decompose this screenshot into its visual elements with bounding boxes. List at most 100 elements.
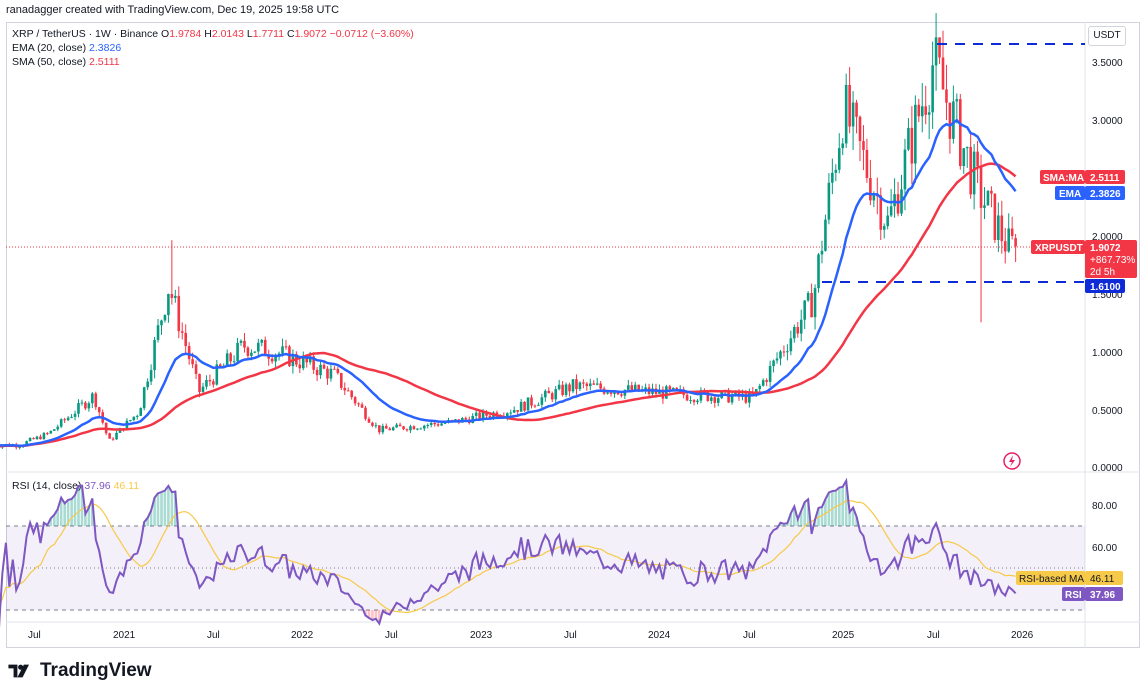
candle-body [765,380,768,382]
candle-body [353,397,357,404]
price-axis[interactable]: 3.5000 3.0000 2.0000 1.5000 1.0000 0.500… [1092,58,1123,474]
level-tag[interactable]: 1.6100 [1085,279,1125,293]
rsi-tag[interactable]: RSI 37.96 [1062,587,1123,601]
candle-body [537,404,540,406]
sma-legend-line[interactable]: SMA (50, close) 2.5111 [12,55,414,69]
candle-body [979,166,983,208]
symbol-line: XRP / TetherUS · 1W · Binance O1.9784 H2… [12,27,414,41]
candle-body [561,384,564,395]
symbol-name[interactable]: XRP / TetherUS · 1W · Binance [12,28,159,40]
candle-body [436,424,440,426]
candle-body [208,379,212,382]
candle-body [941,57,945,90]
candle-body [346,390,350,392]
candle-body [42,433,46,440]
candle-body [699,390,703,401]
candle-body [184,332,187,347]
candle-body [225,353,229,366]
time-label: Jul [927,630,940,641]
open-label: O [161,28,170,40]
price-tick: 2.0000 [1092,232,1123,243]
close-label: C [286,28,295,40]
candle-body [675,387,679,390]
sma-value: 2.5111 [89,56,120,68]
candle-body [986,190,990,206]
candle-body [841,143,845,149]
candle-body [955,99,959,102]
price-tag[interactable]: XRPUSDT 1.9072 +867.73% 2d 5h [1031,240,1137,278]
candle-body [84,402,87,409]
candle-body [402,426,405,430]
sma-line[interactable] [0,162,1017,448]
candle-body [129,420,132,422]
time-label: Jul [564,630,577,641]
candle-body [575,379,578,390]
candle-body [1000,215,1004,242]
time-label: 2021 [113,630,136,641]
candle-body [907,127,910,150]
candle-body [35,436,39,440]
high-value: 2.0143 [211,28,244,40]
candle-body [426,424,430,426]
candle-body [627,385,630,390]
candle-body [509,412,513,414]
candle-body [350,390,353,398]
candle-body [384,425,388,429]
ema-tag[interactable]: EMA 2.3826 [1055,186,1125,200]
candle-body [91,393,94,404]
candle-body [516,410,519,412]
sma-tag-value: 2.5111 [1090,173,1120,184]
candle-body [571,379,575,392]
currency-label[interactable]: USDT [1088,26,1126,46]
candle-body [710,397,713,401]
candle-body [865,149,869,178]
candle-body [976,151,979,167]
candle-body [433,422,436,425]
ema-line[interactable] [0,118,1017,447]
candle-body [360,404,364,408]
rsi-axis[interactable]: 80.00 60.00 [1092,501,1117,554]
candle-body [416,428,419,430]
candle-body [357,403,360,405]
time-axis[interactable]: Jul 2021 Jul 2022 Jul 2023 Jul 2024 Jul … [28,630,1034,641]
candle-body [744,393,748,403]
candle-body [505,413,509,417]
candle-body [958,99,962,167]
candle-body [993,193,997,240]
candle-body [146,381,149,388]
candle-body [52,429,56,431]
candle-body [236,342,239,362]
candle-body [395,424,398,428]
candle-body [388,428,392,431]
sma-tag[interactable]: SMA:MA 2.5111 [1040,170,1125,184]
candle-body [201,386,205,392]
rsi-line[interactable] [0,477,1017,627]
candle-body [920,106,924,117]
candle-body [378,425,381,433]
ema-legend-line[interactable]: EMA (20, close) 2.3826 [12,41,414,55]
candle-body [568,384,571,392]
candle-body [132,416,136,421]
candle-body [834,169,838,173]
candle-body [94,393,98,408]
rsi-ma-tag[interactable]: RSI-based MA 46.11 [1016,571,1123,585]
rsi-legend[interactable]: RSI (14, close) 37.96 46.11 [12,479,139,493]
candle-body [806,293,810,301]
candle-body [644,387,647,390]
candle-body [972,151,976,195]
candle-body [914,104,917,164]
candle-body [934,37,938,66]
candle-body [772,360,775,367]
lightning-icon[interactable] [1003,452,1021,470]
level-tag-value: 1.6100 [1090,282,1121,293]
candle-body [139,408,143,416]
candle-body [73,413,77,417]
candle-body [63,419,66,421]
rsi-value: 37.96 [84,480,111,492]
time-label: Jul [743,630,756,641]
candle-body [474,412,478,416]
candle-body [97,407,101,413]
tradingview-logo[interactable]: TradingView [6,660,152,682]
candle-body [284,346,288,348]
